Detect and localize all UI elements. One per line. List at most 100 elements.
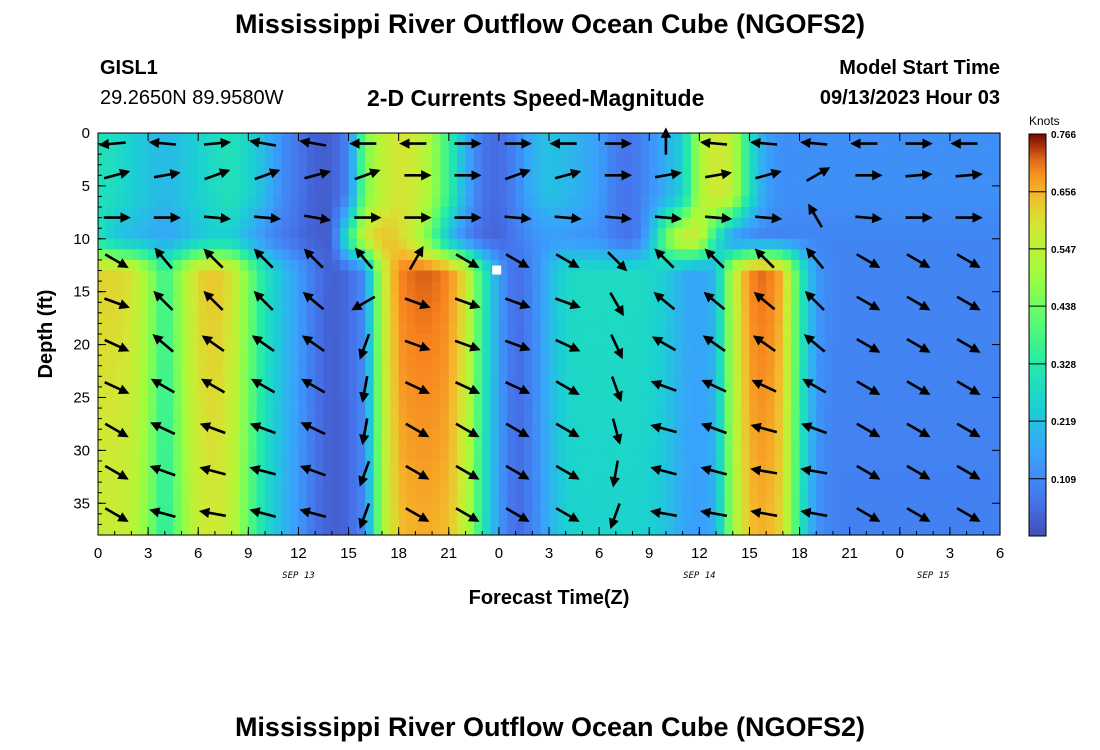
heatmap-cell — [599, 217, 609, 229]
heatmap-cell — [924, 228, 934, 240]
heatmap-cell — [340, 376, 350, 388]
heatmap-cell — [724, 513, 734, 526]
heatmap-cell — [707, 270, 717, 282]
heatmap-cell — [816, 281, 826, 293]
heatmap-cell — [248, 312, 258, 325]
heatmap-cell — [624, 344, 634, 356]
heatmap-cell — [407, 503, 416, 515]
heatmap-cell — [933, 386, 943, 399]
heatmap-cell — [716, 450, 725, 462]
heatmap-cell — [615, 154, 625, 166]
heatmap-cell — [415, 164, 425, 176]
heatmap-cell — [991, 471, 1001, 483]
heatmap-cell — [131, 175, 141, 187]
heatmap-cell — [782, 460, 792, 473]
heatmap-cell — [699, 154, 709, 166]
heatmap-cell — [866, 196, 876, 208]
heatmap-cell — [440, 503, 450, 515]
heatmap-cell — [340, 281, 350, 293]
heatmap-cell — [716, 418, 725, 430]
heatmap-cell — [832, 450, 842, 462]
heatmap-cell — [490, 133, 500, 145]
heatmap-cell — [239, 397, 249, 409]
heatmap-cell — [816, 471, 826, 483]
heatmap-cell — [649, 365, 659, 377]
heatmap-cell — [348, 365, 358, 377]
heatmap-cell — [498, 376, 508, 388]
heatmap-cell — [674, 281, 684, 293]
heatmap-cell — [273, 312, 283, 325]
heatmap-cell — [858, 312, 867, 325]
heatmap-cell — [139, 291, 149, 303]
heatmap-cell — [958, 450, 968, 462]
speed-heatmap — [98, 133, 1001, 536]
heatmap-cell — [331, 513, 341, 526]
heatmap-cell — [782, 196, 792, 208]
heatmap-cell — [899, 196, 909, 208]
heatmap-cell — [148, 503, 158, 515]
current-vector-arrow — [654, 169, 682, 180]
heatmap-cell — [824, 471, 834, 483]
heatmap-cell — [490, 429, 500, 441]
heatmap-cell — [331, 228, 341, 240]
heatmap-cell — [356, 482, 366, 494]
heatmap-cell — [657, 344, 667, 356]
heatmap-cell — [958, 471, 968, 483]
current-vector-arrow — [358, 503, 371, 530]
heatmap-cell — [390, 207, 400, 219]
heatmap-cell — [457, 397, 467, 409]
heatmap-cell — [231, 503, 241, 515]
heatmap-cell — [582, 376, 592, 388]
heatmap-cell — [265, 291, 274, 303]
heatmap-cell — [665, 228, 675, 240]
heatmap-cell — [290, 259, 300, 272]
heatmap-cell — [699, 397, 709, 409]
heatmap-cell — [949, 249, 959, 261]
heatmap-cell — [891, 164, 901, 176]
heatmap-cell — [849, 164, 859, 176]
heatmap-cell — [473, 281, 483, 293]
heatmap-cell — [858, 503, 867, 515]
heatmap-cell — [398, 228, 408, 240]
heatmap-cell — [398, 175, 408, 187]
heatmap-cell — [398, 323, 408, 335]
heatmap-cell — [858, 259, 867, 272]
heatmap-cell — [707, 429, 717, 441]
heatmap-cell — [390, 323, 400, 335]
heatmap-cell — [690, 175, 700, 187]
heatmap-cell — [482, 408, 492, 420]
heatmap-cell — [590, 334, 600, 346]
heatmap-cell — [540, 513, 550, 526]
heatmap-cell — [707, 386, 717, 399]
heatmap-cell — [866, 355, 876, 367]
heatmap-cell — [690, 185, 700, 198]
heatmap-cell — [423, 185, 433, 198]
heatmap-cell — [498, 323, 508, 335]
heatmap-cell — [315, 238, 325, 250]
heatmap-cell — [949, 207, 959, 219]
heatmap-cell — [699, 524, 709, 536]
heatmap-cell — [682, 471, 692, 483]
heatmap-cell — [582, 291, 592, 303]
heatmap-cell — [899, 471, 909, 483]
heatmap-cell — [198, 281, 208, 293]
heatmap-cell — [206, 196, 216, 208]
heatmap-cell — [916, 312, 926, 325]
heatmap-cell — [315, 344, 325, 356]
heatmap-cell — [924, 154, 934, 166]
heatmap-cell — [732, 207, 742, 219]
heatmap-cell — [665, 238, 675, 250]
heatmap-cell — [507, 450, 517, 462]
heatmap-cell — [515, 408, 525, 420]
heatmap-cell — [557, 238, 567, 250]
heatmap-cell — [214, 408, 224, 420]
heatmap-cell — [198, 270, 208, 282]
heatmap-cell — [198, 185, 208, 198]
heatmap-cell — [841, 503, 851, 515]
heatmap-cell — [164, 460, 174, 473]
heatmap-cell — [498, 270, 508, 282]
heatmap-cell — [866, 365, 876, 377]
heatmap-cell — [340, 196, 350, 208]
heatmap-cell — [131, 365, 141, 377]
heatmap-cell — [114, 418, 124, 430]
